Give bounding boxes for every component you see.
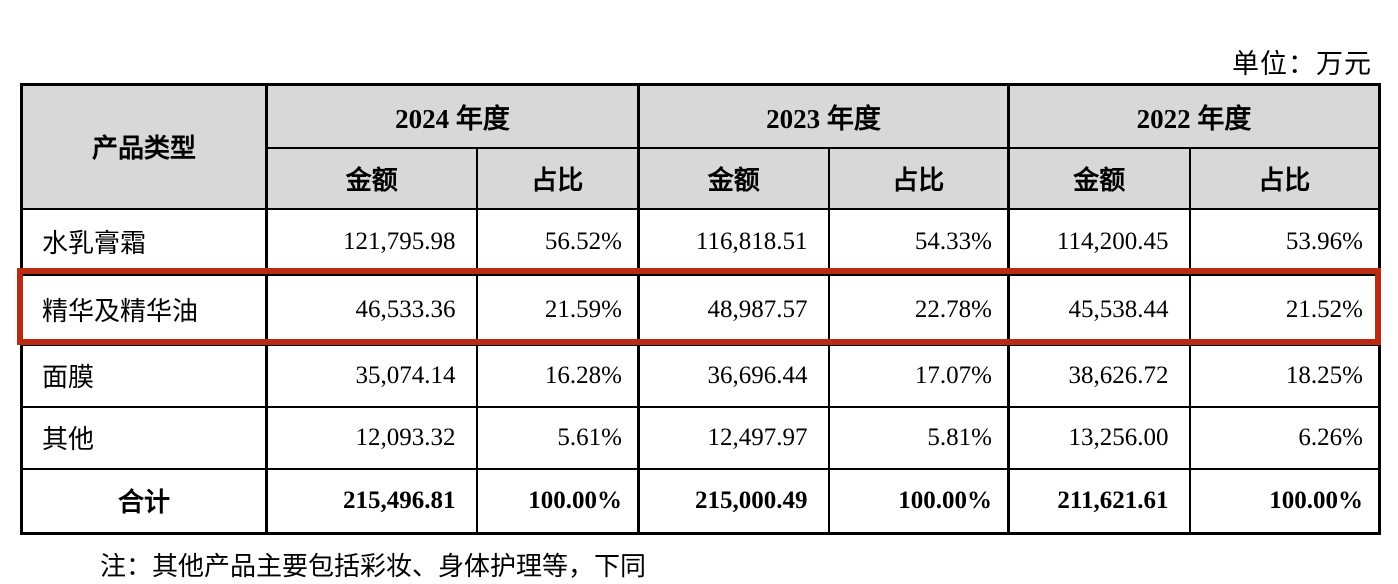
product-name-cell: 水乳膏霜 [20,207,268,276]
ratio-cell: 56.52% [475,207,640,276]
ratio-cell: 6.26% [1188,405,1381,470]
footnote: 注：其他产品主要包括彩妆、身体护理等，下同 [100,552,647,581]
header-row-years: 产品类型 2024 年度 2023 年度 2022 年度 [20,83,1381,210]
header-ratio-2022: 占比 [1188,146,1381,210]
amount-cell: 38,626.72 [1007,343,1191,408]
amount-cell: 46,533.36 [265,273,478,346]
amount-cell: 12,497.97 [637,405,830,470]
ratio-cell: 5.61% [475,405,640,470]
ratio-cell: 21.52% [1188,273,1381,346]
table-row: 面膜 35,074.14 16.28% 36,696.44 17.07% 38,… [20,343,1381,408]
total-label-cell: 合计 [20,467,268,535]
amount-cell: 116,818.51 [637,207,830,276]
amount-cell: 36,696.44 [637,343,830,408]
ratio-cell: 22.78% [827,273,1010,346]
unit-label: 单位：万元 [1232,49,1372,79]
ratio-cell: 5.81% [827,405,1010,470]
header-product-type: 产品类型 [20,83,268,210]
amount-cell: 48,987.57 [637,273,830,346]
total-row: 合计 215,496.81 100.00% 215,000.49 100.00%… [20,467,1381,535]
header-year-2024: 2024 年度 [265,83,640,149]
product-name-cell: 精华及精华油 [20,273,268,346]
total-ratio-cell: 100.00% [475,467,640,535]
header-ratio-2023: 占比 [827,146,1010,210]
header-ratio-2024: 占比 [475,146,640,210]
ratio-cell: 16.28% [475,343,640,408]
total-amount-cell: 211,621.61 [1007,467,1191,535]
amount-cell: 12,093.32 [265,405,478,470]
ratio-cell: 21.59% [475,273,640,346]
table-row-highlighted: 精华及精华油 46,533.36 21.59% 48,987.57 22.78%… [20,273,1381,346]
header-row-subcolumns: 金额 占比 金额 占比 金额 占比 [22,146,1381,210]
amount-cell: 114,200.45 [1007,207,1191,276]
amount-cell: 35,074.14 [265,343,478,408]
header-amount-2024: 金额 [265,146,478,210]
total-ratio-cell: 100.00% [827,467,1010,535]
ratio-cell: 17.07% [827,343,1010,408]
ratio-cell: 54.33% [827,207,1010,276]
table-header: 产品类型 2024 年度 2023 年度 2022 年度 金额 占比 金额 占比… [20,83,1381,210]
header-amount-2022: 金额 [1007,146,1191,210]
header-year-2023: 2023 年度 [637,83,1010,149]
product-revenue-table: 产品类型 2024 年度 2023 年度 2022 年度 金额 占比 金额 占比… [20,83,1381,535]
amount-cell: 45,538.44 [1007,273,1191,346]
header-year-2022: 2022 年度 [1007,83,1381,149]
amount-cell: 13,256.00 [1007,405,1191,470]
product-name-cell: 其他 [20,405,268,470]
amount-cell: 121,795.98 [265,207,478,276]
total-amount-cell: 215,496.81 [265,467,478,535]
ratio-cell: 18.25% [1188,343,1381,408]
total-ratio-cell: 100.00% [1188,467,1381,535]
total-amount-cell: 215,000.49 [637,467,830,535]
table-row: 水乳膏霜 121,795.98 56.52% 116,818.51 54.33%… [20,207,1381,276]
header-amount-2023: 金额 [637,146,830,210]
table-row: 其他 12,093.32 5.61% 12,497.97 5.81% 13,25… [20,405,1381,470]
product-name-cell: 面膜 [20,343,268,408]
ratio-cell: 53.96% [1188,207,1381,276]
